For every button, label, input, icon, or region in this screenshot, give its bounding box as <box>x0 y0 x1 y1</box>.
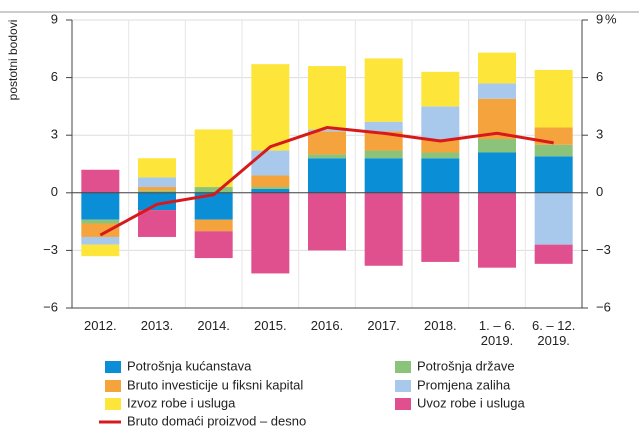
legend-label: Promjena zaliha <box>417 377 511 392</box>
legend-label: Izvoz robe i usluga <box>127 395 236 410</box>
x-tick-label: 2018. <box>424 318 457 333</box>
bar-segment <box>364 150 403 159</box>
bar-segment <box>421 192 460 262</box>
bar-segment <box>194 219 233 232</box>
x-tick-label: 2013. <box>140 318 174 333</box>
bar-segment <box>421 106 460 140</box>
bar-segment <box>138 177 176 188</box>
bar-segment <box>138 210 176 237</box>
legend-swatch <box>105 380 121 392</box>
bar-segment <box>251 175 290 188</box>
bar-segment <box>421 71 460 107</box>
bar-segment <box>138 192 176 211</box>
y-tick-label: −6 <box>43 299 58 314</box>
bar-segment <box>308 154 346 159</box>
bar-segment <box>308 66 346 130</box>
legend-label: Uvoz robe i usluga <box>417 395 525 410</box>
y-tick-label: 6 <box>51 69 58 84</box>
bar-segment <box>251 64 290 151</box>
bar-segment <box>81 236 120 245</box>
bar-segment <box>308 129 346 132</box>
bar-segment <box>534 144 573 157</box>
x-tick-label: 6. – 12. 2019. <box>531 318 576 348</box>
bar-segment <box>194 231 233 259</box>
bar-segment <box>194 187 233 193</box>
legend-swatch <box>105 361 121 373</box>
bar-segment <box>421 139 460 153</box>
bar-segment <box>478 52 516 84</box>
bar-segment <box>251 150 290 176</box>
y2-axis-label: % <box>605 11 617 26</box>
x-tick-label: 2015. <box>254 318 287 333</box>
y-tick-label: 0 <box>51 184 58 199</box>
bar-segment <box>478 192 516 268</box>
bar-segment <box>364 121 403 132</box>
bar-segment <box>478 152 516 193</box>
bar-segment <box>308 158 346 193</box>
y2-tick-label: 0 <box>596 184 603 199</box>
bar-segment <box>138 158 176 178</box>
y-tick-label: 9 <box>51 11 58 26</box>
bar-segment <box>81 223 120 237</box>
y2-tick-label: −3 <box>596 242 611 257</box>
bar-segment <box>251 192 290 274</box>
bar-segment <box>138 190 176 193</box>
bar-segment <box>81 169 120 193</box>
bar-segment <box>308 131 346 155</box>
legend-label: Potrošnja kućanstava <box>127 358 252 373</box>
bar-segment <box>534 156 573 193</box>
bar-segment <box>364 158 403 193</box>
y2-tick-label: −6 <box>596 299 611 314</box>
legend-label: Bruto domaći proizvod – desno <box>127 413 306 428</box>
x-tick-label: 2012. <box>84 318 117 333</box>
legend-swatch <box>105 398 121 410</box>
x-tick-label: 1. – 6. 2019. <box>478 318 516 348</box>
legend-label: Bruto investicije u fiksni kapital <box>127 377 303 392</box>
y2-tick-label: 3 <box>596 127 603 142</box>
bar-segment <box>251 187 290 189</box>
bar-segment <box>534 244 573 264</box>
bar-segment <box>194 129 233 188</box>
x-tick-label: 2016. <box>310 318 344 333</box>
bar-segment <box>81 219 120 224</box>
x-tick-label: 2014. <box>197 318 230 333</box>
legend-swatch <box>395 380 411 392</box>
bar-segment <box>81 244 120 257</box>
bar-segment <box>421 152 460 159</box>
bar-segment <box>364 192 403 266</box>
y2-tick-label: 9 <box>596 11 603 26</box>
bar-segment <box>251 188 290 193</box>
x-tick-label: 2017. <box>367 318 400 333</box>
bar-segment <box>81 192 120 220</box>
y2-tick-label: 6 <box>596 69 603 84</box>
line-series <box>99 125 554 237</box>
bar-segment <box>478 83 516 99</box>
bar-segment <box>364 58 403 122</box>
bar-segment <box>138 187 176 191</box>
legend-swatch <box>395 398 411 410</box>
bar-segment <box>534 192 573 245</box>
bar-segment <box>308 192 346 251</box>
bar-segment <box>421 158 460 193</box>
legend-swatch <box>395 361 411 373</box>
bar-segment <box>534 69 573 128</box>
y-axis-label: postotni bodovi <box>6 20 20 101</box>
legend-label: Potrošnja države <box>417 358 515 373</box>
y-tick-label: −3 <box>43 242 58 257</box>
bar-segment <box>364 131 403 151</box>
y-tick-label: 3 <box>51 127 58 142</box>
bar-segment <box>478 139 516 153</box>
